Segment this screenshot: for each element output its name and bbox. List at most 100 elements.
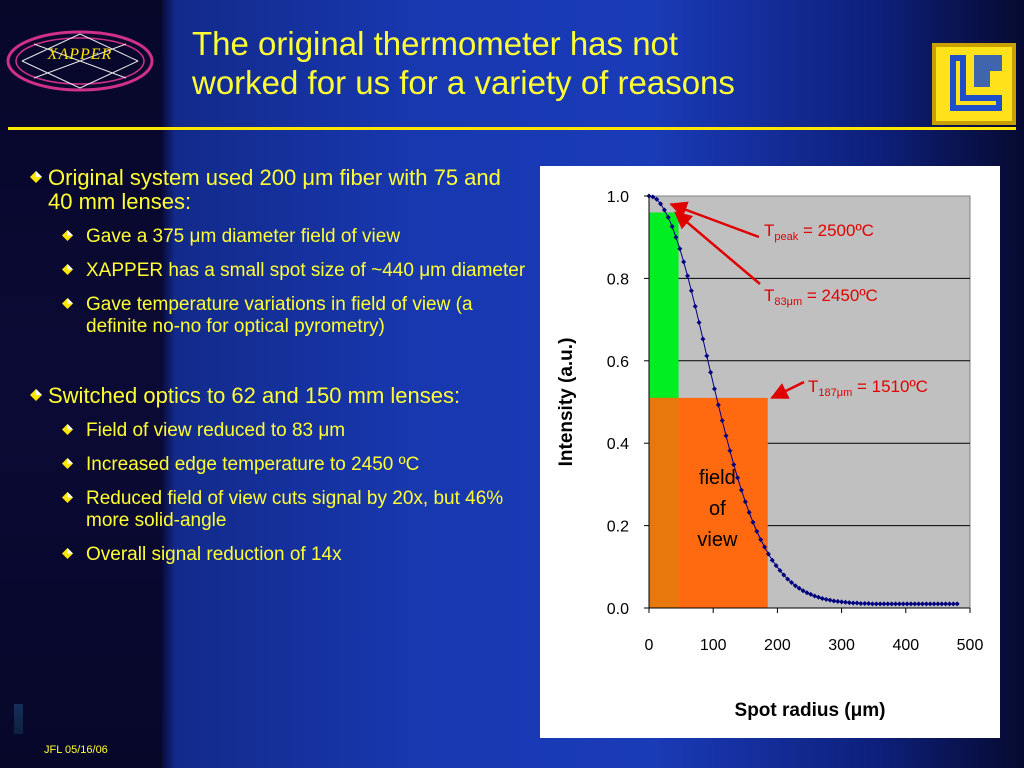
- data-point: [950, 601, 956, 607]
- y-tick-label: 0.6: [607, 354, 629, 371]
- bullet-sub: Overall signal reduction of 14x: [61, 544, 530, 566]
- bullet-text: Reduced field of view cuts signal by 20x…: [86, 488, 504, 531]
- sidebar-mark: [14, 704, 23, 734]
- data-point: [804, 590, 810, 596]
- data-point: [731, 462, 737, 468]
- region-labels: field of view: [697, 467, 738, 551]
- bullet-diamond-icon: [62, 298, 73, 309]
- x-tick-label: 0: [645, 637, 654, 654]
- lab-logo-icon: [932, 43, 1016, 125]
- data-point: [923, 601, 929, 607]
- bullet-text: Gave temperature variations in field of …: [86, 294, 473, 337]
- annotation-arrow: [674, 211, 761, 285]
- bullet-diamond-icon: [62, 264, 73, 275]
- data-point: [885, 601, 891, 607]
- regions-layer: [649, 212, 768, 609]
- data-point: [681, 259, 687, 265]
- y-tick-label: 1.0: [607, 189, 629, 206]
- data-point: [677, 246, 683, 252]
- data-point: [846, 600, 852, 606]
- data-point: [789, 579, 795, 585]
- data-point: [765, 551, 771, 557]
- data-point: [742, 499, 748, 505]
- data-point: [815, 594, 821, 600]
- x-tick-label: 300: [828, 637, 855, 654]
- data-point: [896, 601, 902, 607]
- data-point: [696, 319, 702, 325]
- data-point: [835, 598, 841, 604]
- data-point: [862, 600, 868, 606]
- x-tick-label: 400: [892, 637, 919, 654]
- y-axis-label: Intensity (a.u.): [556, 338, 577, 467]
- data-point: [869, 601, 875, 607]
- data-point: [916, 601, 922, 607]
- data-point: [750, 519, 756, 525]
- x-tick-label: 200: [764, 637, 791, 654]
- region-label: view: [697, 529, 738, 551]
- data-point: [912, 601, 918, 607]
- data-point: [692, 303, 698, 309]
- data-point: [954, 601, 960, 607]
- data-point: [908, 601, 914, 607]
- bullet-list: Original system used 200 μm fiber with 7…: [30, 166, 530, 566]
- data-point: [758, 537, 764, 543]
- data-point: [873, 601, 879, 607]
- x-tick-label: 100: [700, 637, 727, 654]
- data-point: [927, 601, 933, 607]
- data-point: [792, 583, 798, 589]
- data-point: [881, 601, 887, 607]
- data-point: [711, 386, 717, 392]
- data-point: [796, 585, 802, 591]
- y-tick-label: 0.4: [607, 436, 629, 453]
- annotation-arrow: [770, 380, 805, 400]
- annotations-layer: Tpeak = 2500ºC T83μm = 2450ºC T187μm = 151…: [669, 201, 928, 400]
- data-point: [823, 596, 829, 602]
- data-point: [723, 433, 729, 439]
- data-point: [704, 353, 710, 359]
- data-point: [785, 576, 791, 582]
- bullet-sub: Reduced field of view cuts signal by 20x…: [61, 488, 530, 532]
- region-label: field: [699, 467, 736, 489]
- bullet-sub: Gave a 375 μm diameter field of view: [61, 226, 530, 248]
- slide-title: The original thermometer has not worked …: [192, 24, 892, 102]
- data-point: [858, 600, 864, 606]
- footer-text: JFL 05/16/06: [44, 744, 108, 756]
- annotation-label: T83μm = 2450ºC: [764, 286, 878, 308]
- bullet-diamond-icon: [30, 389, 42, 401]
- data-point: [946, 601, 952, 607]
- data-point: [654, 196, 660, 202]
- intensity-chart: field of view 0.0 0.2 0.4 0.6 0.8 1.0 0 100 200 300…: [556, 189, 983, 721]
- data-point: [777, 568, 783, 574]
- data-point: [854, 600, 860, 606]
- bullet-main: Switched optics to 62 and 150 mm lenses:: [30, 384, 530, 408]
- bullet-diamond-icon: [62, 230, 73, 241]
- bullet-sub: Field of view reduced to 83 μm: [61, 420, 530, 442]
- data-point: [935, 601, 941, 607]
- bullet-diamond-icon: [62, 492, 73, 503]
- data-point: [939, 601, 945, 607]
- annotation-label: T187μm = 1510ºC: [808, 377, 928, 399]
- y-tick-label: 0.0: [607, 601, 629, 618]
- data-point: [808, 591, 814, 597]
- x-axis-label: Spot radius (μm): [735, 700, 886, 721]
- bullet-sub: Increased edge temperature to 2450 ºC: [61, 454, 530, 476]
- bullet-diamond-icon: [30, 171, 42, 183]
- data-point: [842, 599, 848, 605]
- annotation-arrow: [669, 201, 760, 239]
- xapper-logo-graphic: [6, 30, 154, 92]
- data-point: [919, 601, 925, 607]
- bullet-sub: Gave temperature variations in field of …: [61, 294, 530, 338]
- data-point: [700, 336, 706, 342]
- data-point: [661, 207, 667, 213]
- data-point: [754, 528, 760, 534]
- data-point: [727, 448, 733, 454]
- data-point: [831, 598, 837, 604]
- data-point: [866, 600, 872, 606]
- data-point: [769, 557, 775, 563]
- data-point: [688, 288, 694, 294]
- xapper-logo: XAPPER: [4, 28, 156, 94]
- bullet-text: Overall signal reduction of 14x: [86, 544, 342, 565]
- title-underline: [8, 127, 1016, 130]
- bullet-diamond-icon: [62, 548, 73, 559]
- data-point: [735, 475, 741, 481]
